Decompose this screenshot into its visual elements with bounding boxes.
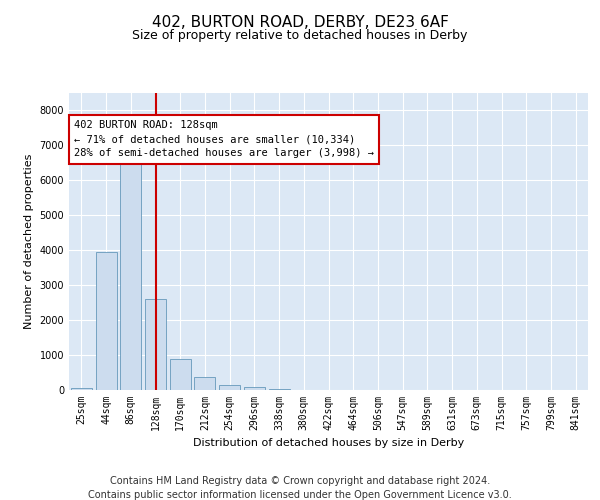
Text: Contains HM Land Registry data © Crown copyright and database right 2024.
Contai: Contains HM Land Registry data © Crown c… <box>88 476 512 500</box>
Bar <box>95 252 116 390</box>
Bar <box>269 389 290 390</box>
Bar <box>71 388 92 390</box>
Y-axis label: Number of detached properties: Number of detached properties <box>24 154 34 329</box>
Bar <box>219 386 240 390</box>
Bar <box>120 162 141 390</box>
Bar <box>170 358 191 390</box>
Bar <box>194 377 215 390</box>
Text: Size of property relative to detached houses in Derby: Size of property relative to detached ho… <box>133 28 467 42</box>
X-axis label: Distribution of detached houses by size in Derby: Distribution of detached houses by size … <box>193 438 464 448</box>
Bar <box>244 387 265 390</box>
Text: 402 BURTON ROAD: 128sqm
← 71% of detached houses are smaller (10,334)
28% of sem: 402 BURTON ROAD: 128sqm ← 71% of detache… <box>74 120 374 158</box>
Bar <box>145 299 166 390</box>
Text: 402, BURTON ROAD, DERBY, DE23 6AF: 402, BURTON ROAD, DERBY, DE23 6AF <box>152 15 448 30</box>
